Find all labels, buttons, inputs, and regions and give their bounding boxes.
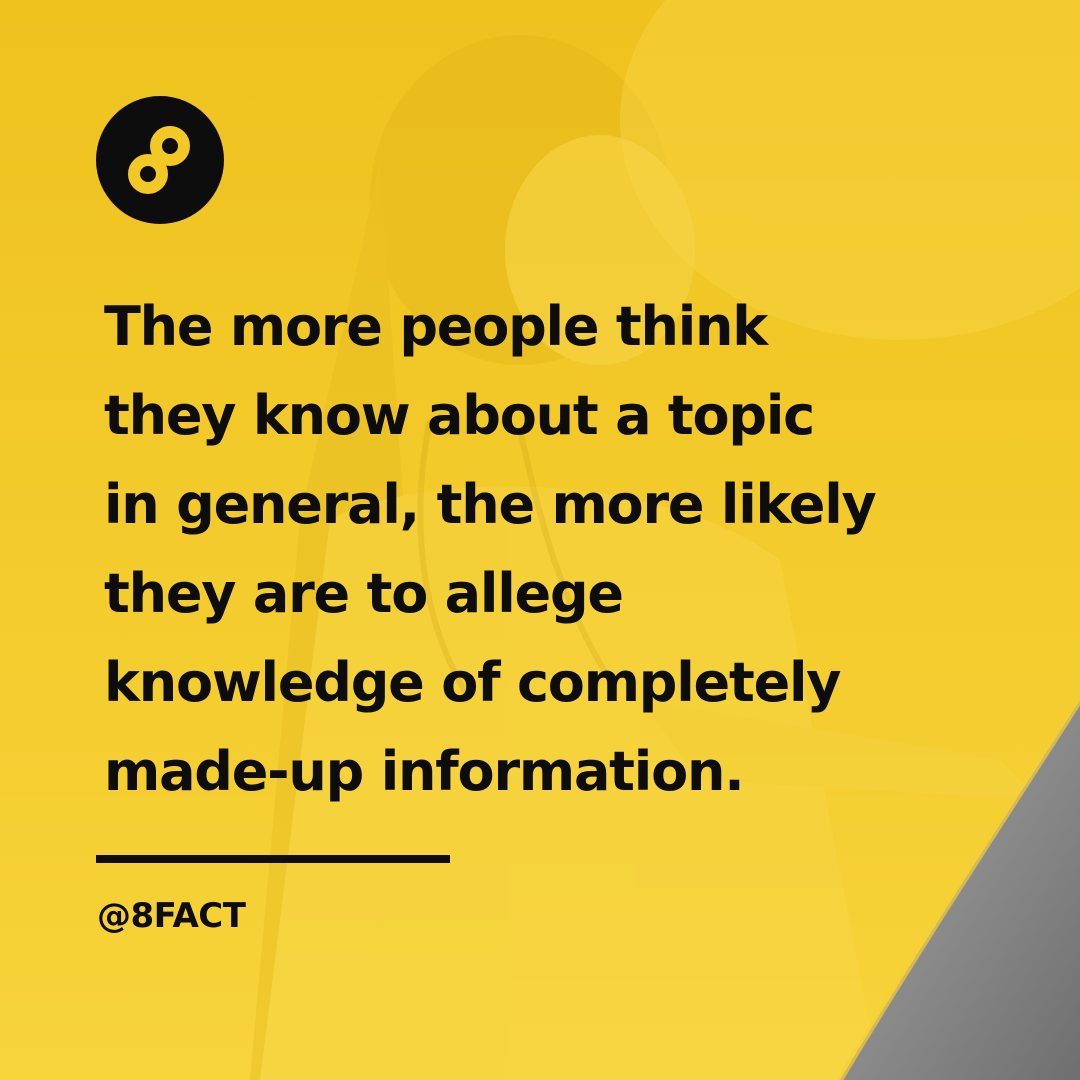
infinity-eight-icon	[96, 96, 224, 224]
account-handle: @8FACT	[97, 896, 246, 936]
fact-headline: The more people think they know about a …	[104, 295, 877, 803]
divider-rule	[96, 855, 450, 863]
